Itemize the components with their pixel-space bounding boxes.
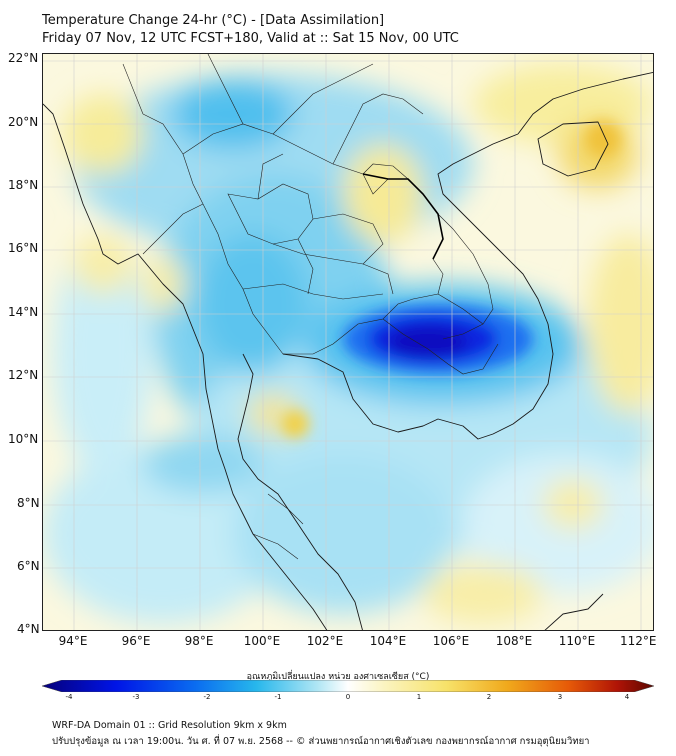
lon-label-108: 108°E xyxy=(495,634,533,648)
lon-label-112: 112°E xyxy=(620,634,657,648)
colorbar-tick-1: 1 xyxy=(416,693,422,701)
lat-label-8: 8°N xyxy=(17,496,40,510)
strong-cooling-core xyxy=(281,121,621,438)
lat-label-4: 4°N xyxy=(17,622,40,636)
colorbar-tick-neg1: -1 xyxy=(274,693,282,701)
colorbar-tick-0: 0 xyxy=(345,693,351,701)
lon-label-102: 102°E xyxy=(306,634,344,648)
lon-label-106: 106°E xyxy=(432,634,470,648)
lon-label-94: 94°E xyxy=(58,634,88,648)
footer-update-info: ปรับปรุงข้อมูล ณ เวลา 19:00น. วัน ศ. ที่… xyxy=(52,736,590,747)
colorbar-tick-neg4: -4 xyxy=(65,693,73,701)
lon-label-96: 96°E xyxy=(121,634,151,648)
lat-label-18: 18°N xyxy=(8,178,39,192)
lat-label-14: 14°N xyxy=(8,305,39,319)
lat-label-12: 12°N xyxy=(8,368,39,382)
lat-label-22: 22°N xyxy=(8,51,39,65)
coastlines xyxy=(43,71,653,630)
lat-label-20: 20°N xyxy=(8,115,39,129)
temperature-field xyxy=(43,54,653,630)
colorbar-title: อุณหภูมิเปลี่ยนแปลง หน่วย องศาเซลเซียส (… xyxy=(246,672,430,682)
colorbar-tick-neg2: -2 xyxy=(203,693,211,701)
chart-title: Temperature Change 24-hr (°C) - [Data As… xyxy=(42,13,385,28)
lon-label-104: 104°E xyxy=(369,634,407,648)
colorbar-tick-2: 2 xyxy=(486,693,492,701)
temperature-shading xyxy=(43,64,653,624)
lat-label-6: 6°N xyxy=(17,559,40,573)
colorbar-tick-3: 3 xyxy=(557,693,563,701)
lon-label-98: 98°E xyxy=(184,634,214,648)
chart-subtitle: Friday 07 Nov, 12 UTC FCST+180, Valid at… xyxy=(42,31,459,46)
lat-label-16: 16°N xyxy=(8,241,39,255)
lat-label-10: 10°N xyxy=(8,432,39,446)
colorbar-tick-neg3: -3 xyxy=(132,693,140,701)
colorbar-tick-4: 4 xyxy=(624,693,630,701)
colorbar xyxy=(42,680,654,692)
lon-label-110: 110°E xyxy=(558,634,596,648)
lon-label-100: 100°E xyxy=(243,634,281,648)
highlight-border xyxy=(362,173,444,260)
lat-lon-grid xyxy=(43,54,653,630)
footer-model-info: WRF-DA Domain 01 :: Grid Resolution 9km … xyxy=(52,720,287,731)
admin-borders xyxy=(122,54,499,560)
map-panel[interactable] xyxy=(42,53,654,631)
